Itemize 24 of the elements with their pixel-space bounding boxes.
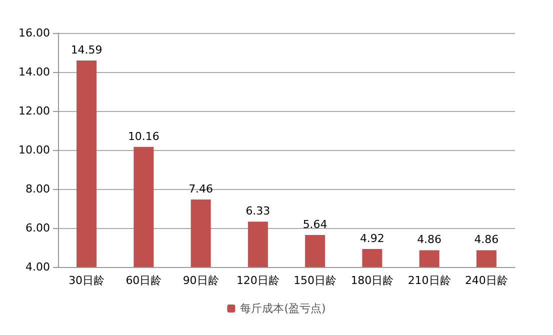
y-tick-label: 10.00 bbox=[18, 144, 50, 156]
y-tick-label: 16.00 bbox=[18, 26, 50, 40]
y-tick-label: 8.00 bbox=[26, 182, 50, 196]
x-tick-label: 120日龄 bbox=[236, 274, 280, 287]
data-label: 4.86 bbox=[474, 233, 499, 246]
data-label: 6.33 bbox=[246, 204, 270, 218]
y-tick-label: 6.00 bbox=[26, 222, 50, 234]
y-tick-label: 4.00 bbox=[26, 260, 50, 274]
y-tick-label: 12.00 bbox=[18, 104, 50, 118]
x-tick-label: 180日龄 bbox=[350, 274, 394, 287]
data-label: 14.59 bbox=[70, 43, 102, 56]
x-tick-label: 90日龄 bbox=[182, 274, 219, 287]
x-tick-label: 210日龄 bbox=[408, 274, 451, 287]
data-label: 5.64 bbox=[302, 218, 328, 232]
x-tick-label: 240日龄 bbox=[464, 274, 508, 287]
y-tick-label: 14.00 bbox=[18, 66, 50, 78]
x-tick-label: 60日龄 bbox=[126, 274, 162, 287]
x-tick-label: 30日龄 bbox=[68, 274, 105, 287]
legend-label: 每斤成本(盈亏点) bbox=[240, 302, 326, 315]
data-label: 10.16 bbox=[128, 130, 160, 143]
x-tick-label: 150日龄 bbox=[294, 274, 337, 287]
data-label: 7.46 bbox=[188, 182, 214, 196]
data-label: 4.92 bbox=[360, 232, 384, 246]
data-label: 4.86 bbox=[417, 233, 442, 246]
